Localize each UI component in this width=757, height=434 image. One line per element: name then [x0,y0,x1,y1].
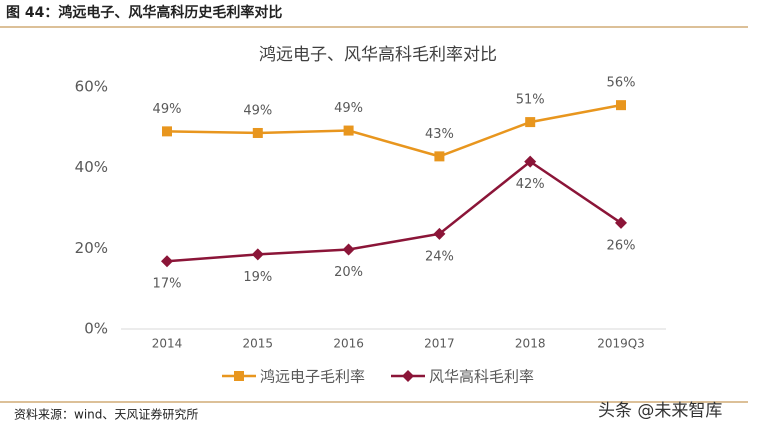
value-label: 56% [607,76,636,91]
data-point [343,125,354,136]
value-label: 49% [153,102,182,117]
value-label: 43% [425,127,454,142]
value-label: 49% [334,101,363,116]
legend-marker [402,370,414,382]
data-point [434,151,445,162]
y-tick-label: 60% [75,78,108,96]
data-point [251,248,264,261]
series-line [166,103,622,158]
figure-title: 图 44：鸿远电子、风华高科历史毛利率对比 [6,4,282,21]
data-point [615,216,627,229]
data-point [342,243,355,256]
x-tick-label: 2016 [333,337,364,351]
legend-marker [234,371,244,381]
y-tick-label: 20% [75,239,108,257]
series-line [166,160,622,263]
data-point [161,255,173,268]
legend-label: 风华高科毛利率 [429,368,534,386]
y-tick-label: 40% [75,158,108,176]
value-label: 20% [334,265,363,280]
value-label: 51% [516,93,545,108]
data-point [616,100,626,111]
x-tick-label: 2015 [243,337,274,351]
watermark: 头条 @未来智库 [598,401,722,421]
value-label: 26% [607,238,636,253]
data-point [162,126,172,137]
value-label: 17% [153,277,182,292]
data-point [524,155,537,168]
x-tick-label: 2019Q3 [597,337,645,351]
data-point [252,127,263,138]
legend-label: 鸿远电子毛利率 [260,368,365,386]
value-label: 19% [243,270,272,285]
x-tick-label: 2018 [515,337,546,351]
value-label: 42% [516,177,545,192]
y-tick-label: 0% [84,320,108,338]
value-label: 49% [243,103,272,118]
value-label: 24% [425,249,454,264]
data-point [525,117,536,128]
x-tick-label: 2014 [152,337,183,351]
source-note: 资料来源：wind、天风证券研究所 [14,407,198,422]
x-tick-label: 2017 [424,337,455,351]
chart-title: 鸿远电子、风华高科毛利率对比 [259,45,497,65]
data-point [433,227,446,240]
